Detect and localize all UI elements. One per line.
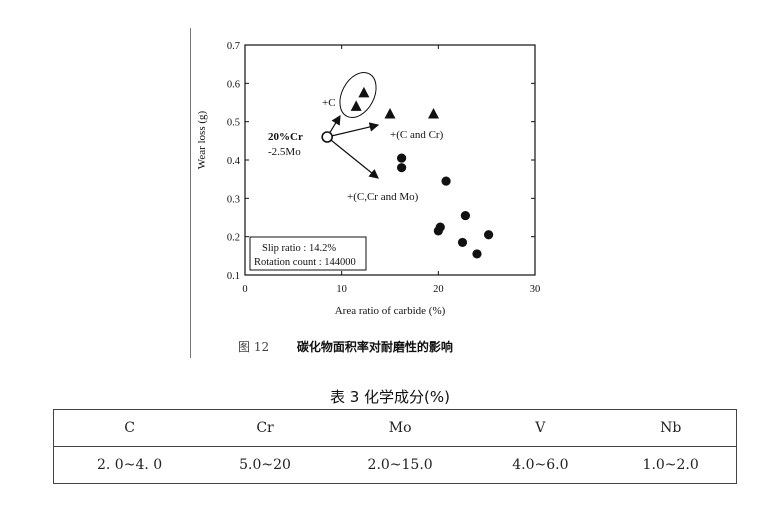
grouping-ellipse [339, 72, 377, 118]
header-cr: Cr [205, 409, 325, 447]
origin-label-line1: 20%Cr [268, 131, 303, 143]
x-tick-label: 20 [433, 284, 444, 295]
y-tick-label: 0.3 [227, 194, 240, 205]
y-axis-label: Wear loss (g) [196, 110, 208, 169]
y-tick-label: 0.5 [227, 118, 240, 129]
circle-point [397, 153, 407, 163]
triangle-point [384, 108, 396, 119]
value-mo: 2.0~15.0 [324, 446, 476, 484]
value-c: 2. 0~4. 0 [53, 446, 206, 484]
value-cr: 5.0~20 [205, 446, 325, 484]
table-title: 表 3 化学成分(%) [329, 388, 451, 406]
y-tick-label: 0.2 [227, 233, 240, 244]
circle-point [433, 226, 443, 236]
annotation-arrows [321, 114, 380, 179]
annotation-arrow [327, 122, 380, 138]
y-tick-label: 0.1 [227, 271, 240, 282]
circle-point [460, 210, 470, 221]
axis-ticks: 0.1 0.2 0.3 0.4 0.5 0.6 0.7 0 10 20 30 [227, 41, 540, 295]
header-c: C [53, 409, 206, 447]
value-nb: 1.0~2.0 [605, 446, 738, 484]
annotation-plus-c-cr: +(C and Cr) [390, 129, 444, 141]
table-value-row: 2. 0~4. 0 5.0~20 2.0~15.0 4.0~6.0 1.0~2.… [53, 446, 738, 484]
data-marks [350, 86, 494, 259]
figure-title: 碳化物面积率对耐磨性的影响 [296, 340, 453, 354]
triangle-point [350, 100, 362, 111]
y-tick-label: 0.4 [227, 156, 241, 167]
header-mo: Mo [324, 409, 476, 447]
info-box [249, 236, 367, 271]
annotation-arrow [326, 136, 379, 179]
annotation-plus-c-cr-mo: +(C,Cr and Mo) [347, 191, 419, 203]
circle-point [457, 237, 468, 248]
triangle-point [428, 108, 439, 119]
triangle-point [358, 86, 370, 98]
header-nb: Nb [605, 409, 738, 447]
y-tick-label: 0.7 [227, 41, 240, 52]
wear-loss-chart: 0.1 0.2 0.3 0.4 0.5 0.6 0.7 0 10 20 30 +C +(C and … [196, 41, 540, 317]
info-slip-ratio: Slip ratio : 14.2% [262, 243, 336, 254]
value-v: 4.0~6.0 [475, 446, 606, 484]
chemical-composition-table: C Cr Mo V Nb 2. 0~4. 0 5.0~20 2.0~15.0 4… [53, 409, 738, 484]
base-alloy-point [321, 131, 333, 143]
circle-point [441, 176, 451, 186]
annotation-plus-c: +C [322, 97, 336, 109]
table-header-row: C Cr Mo V Nb [53, 409, 738, 447]
header-v: V [475, 409, 606, 447]
margin-rule [190, 28, 191, 358]
origin-label-line2: -2.5Mo [268, 146, 301, 158]
circle-point [484, 230, 494, 240]
circle-point [397, 163, 407, 173]
x-axis-label: Area ratio of carbide (%) [335, 305, 446, 317]
figure-caption: 图 12 碳化物面积率对耐磨性的影响 [238, 338, 453, 355]
x-tick-label: 0 [242, 284, 247, 295]
x-tick-label: 30 [530, 284, 541, 295]
y-tick-label: 0.6 [227, 79, 240, 90]
x-tick-label: 10 [336, 284, 347, 295]
figure-number: 图 12 [238, 340, 270, 354]
info-rotation-count: Rotation count : 144000 [254, 257, 356, 268]
circle-point [472, 249, 482, 259]
